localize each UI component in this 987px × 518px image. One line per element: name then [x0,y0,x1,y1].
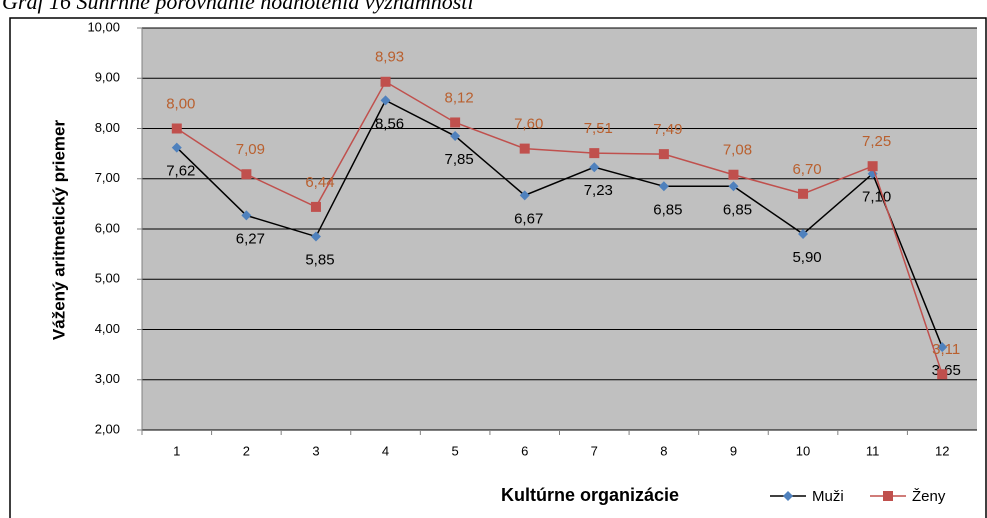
y-axis-label: Vážený aritmetický priemer [49,120,68,341]
marker [589,148,600,159]
y-tick-label: 5,00 [95,271,120,286]
marker [450,131,461,142]
data-label: 6,70 [792,161,821,178]
data-label: 7,51 [584,120,613,137]
x-tick-label: 12 [935,443,949,458]
marker [937,342,948,353]
marker [658,149,669,160]
x-tick-label: 8 [660,443,667,458]
chart-title: Graf 16 Súhrnné porovnanie hodnotenia vý… [2,0,474,14]
y-tick-label: 6,00 [95,220,120,235]
data-label: 7,49 [653,121,682,138]
marker [883,491,893,501]
marker [310,201,321,212]
data-label: 6,85 [653,201,682,218]
data-label: 7,09 [236,141,265,158]
data-label: 6,44 [305,174,334,191]
data-label: 7,08 [723,142,752,159]
series-line [176,80,943,375]
y-tick-label: 8,00 [95,120,120,135]
marker [171,123,182,134]
data-label: 7,60 [514,116,543,133]
marker [380,76,391,87]
marker [728,181,739,192]
y-tick-label: 9,00 [95,70,120,85]
marker [241,210,252,221]
x-tick-label: 7 [591,443,598,458]
marker [241,169,252,180]
marker [728,169,739,180]
data-label: 7,23 [584,182,613,199]
y-tick-label: 7,00 [95,170,120,185]
data-label: 7,85 [445,151,474,168]
marker [867,168,878,179]
data-label: 3,11 [932,341,960,358]
data-label: 7,62 [166,163,195,180]
x-tick-label: 11 [866,443,880,458]
chart-border [9,17,987,518]
legend-label: Muži [812,488,844,505]
x-tick-label: 6 [521,443,528,458]
marker [867,161,878,172]
data-label: 6,67 [514,210,543,227]
marker [798,229,809,240]
data-label: 6,85 [723,201,752,218]
marker [937,369,948,380]
data-label: 5,85 [305,252,334,269]
data-label: 8,56 [375,115,404,132]
marker [798,188,809,199]
marker [450,117,461,128]
x-tick-label: 9 [730,443,737,458]
x-axis-label: Kultúrne organizácie [501,485,679,505]
marker [519,190,530,201]
data-label: 8,00 [166,95,195,112]
y-tick-label: 4,00 [95,321,120,336]
data-label: 7,10 [862,189,891,206]
y-tick-label: 2,00 [95,421,120,436]
data-label: 7,25 [862,133,891,150]
marker [380,95,391,106]
y-tick-label: 3,00 [95,371,120,386]
marker [171,142,182,153]
x-tick-label: 3 [312,443,319,458]
data-label: 8,93 [375,49,404,66]
x-tick-label: 10 [796,443,810,458]
x-tick-label: 4 [382,443,389,458]
x-tick-label: 2 [243,443,250,458]
data-label: 5,90 [792,249,821,266]
marker [589,162,600,173]
series-line [176,99,943,348]
data-label: 8,12 [445,89,474,106]
x-tick-label: 5 [452,443,459,458]
marker [658,181,669,192]
legend-label: Ženy [912,488,946,505]
y-tick-label: 10,00 [87,19,120,34]
marker [783,491,793,501]
marker [519,143,530,154]
marker [310,231,321,242]
x-tick-label: 1 [173,443,180,458]
data-label: 6,27 [236,230,265,247]
